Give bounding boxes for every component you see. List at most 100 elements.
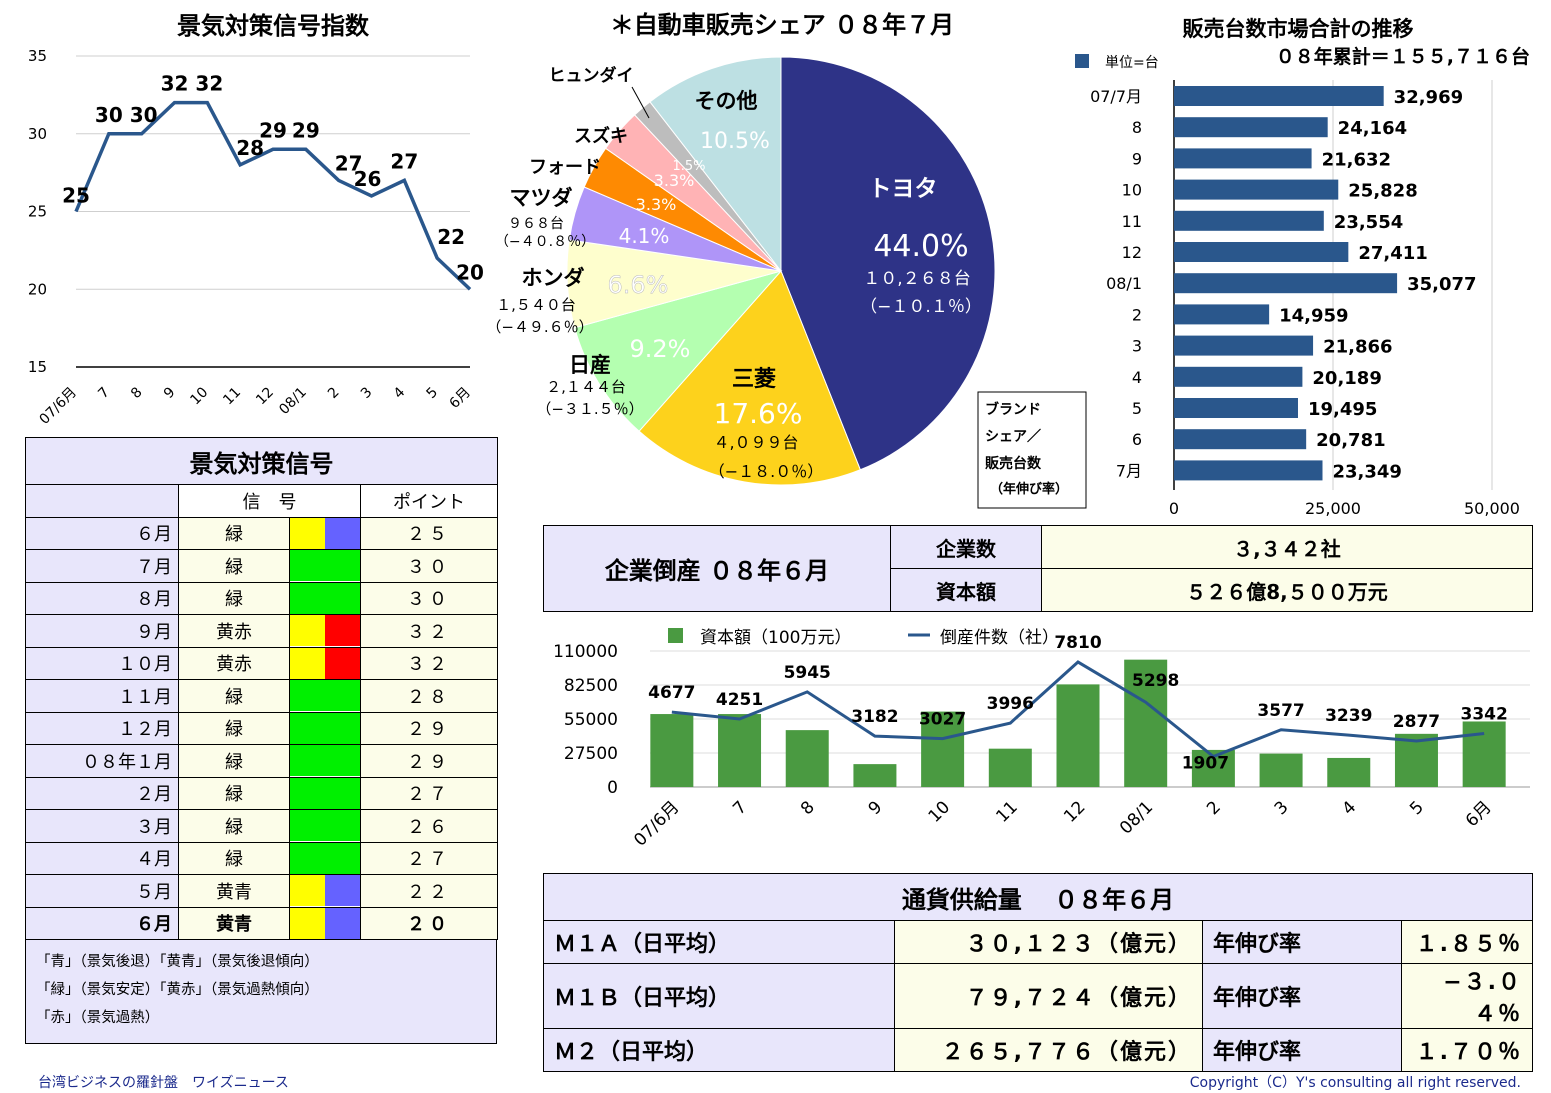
- signal-light-segment: [290, 777, 360, 809]
- signal-table-row: ０８年１月緑 ２９: [25, 744, 498, 778]
- signal-table-row: ８月緑 ３０: [25, 581, 498, 615]
- signal-point: ２２: [360, 874, 498, 908]
- pie-chart-title: ＊自動車販売シェア ０８年７月: [610, 11, 954, 39]
- sales-volume-bar-chart: 販売台数市場合計の推移 単位=台 ０８年累計＝１５５,７１６台 07/7月 8 9 1…: [1075, 17, 1530, 518]
- signal-light-segment: [290, 615, 325, 647]
- hbar-value-label: 32,969: [1394, 87, 1463, 108]
- signal-point: ２５: [360, 516, 498, 550]
- signal-name: 緑: [178, 581, 290, 615]
- pie-label-mitsubishi-pct: 17.6%: [714, 397, 803, 430]
- cb-count-label: 3182: [851, 707, 898, 727]
- lc-data-label: 29: [292, 118, 320, 142]
- signal-table-row: ６月 黄青 ２０: [25, 906, 498, 940]
- hbar-value-label: 21,632: [1322, 149, 1391, 170]
- pie-label-mazda-pct: 4.1%: [619, 224, 670, 248]
- lc-ytick: 15: [28, 358, 47, 376]
- hbar-category: 07/7月: [1090, 87, 1142, 106]
- signal-table-row: ５月 黄青 ２２: [25, 874, 498, 908]
- signal-point: ２７: [360, 841, 498, 875]
- hbar-value-label: 19,495: [1308, 399, 1377, 420]
- signal-table-row: ６月緑 ２５: [25, 516, 498, 550]
- signal-month: １０月: [25, 646, 179, 680]
- hbar-bar: [1174, 304, 1270, 325]
- cb-bar: [1462, 721, 1506, 787]
- signal-light: [289, 614, 361, 648]
- signal-legend-line1: 「青」（景気後退）「黄青」（景気後退傾向）: [36, 954, 319, 970]
- hbar-bar: [1174, 86, 1384, 106]
- pie-label-nissan-units: ２,１４４台: [546, 378, 626, 396]
- signal-light-segment: [290, 745, 360, 777]
- signal-legend-line2: 「緑」（景気安定）「黄赤」（景気過熱傾向）: [36, 982, 319, 998]
- lc-data-label: 27: [335, 151, 363, 175]
- signal-point: ２０: [360, 906, 498, 940]
- signal-name: 緑: [178, 809, 290, 843]
- hbar-legend-label: 単位=台: [1105, 55, 1159, 71]
- car-share-pie-chart: ＊自動車販売シェア ０８年７月 トヨタ 44.0% １０,２６８台 （−１０.１…: [490, 11, 1087, 509]
- money-supply-row: Ｍ１Ａ（日平均） ３０,１２３（億元） 年伸び率 １.８５％: [543, 920, 1533, 964]
- signal-point: ２９: [360, 744, 498, 778]
- cb-xtick: 07/6月: [630, 797, 683, 850]
- bankruptcy-label-companies: 企業数: [890, 525, 1042, 569]
- money-supply-value: ３０,１２３（億元）: [894, 920, 1203, 964]
- signal-table-header-signal: 信 号: [178, 484, 361, 518]
- pie-hyundai-leader: [631, 86, 650, 119]
- hbar-value-label: 20,781: [1316, 430, 1385, 451]
- cb-count-label: 1907: [1182, 753, 1229, 773]
- pie-label-hyundai-name: ヒュンダイ: [549, 65, 634, 86]
- money-supply-value: ２６５,７７６（億元）: [894, 1028, 1203, 1072]
- signal-light-segment: [290, 647, 325, 679]
- pie-label-honda-units: １,５４０台: [496, 296, 576, 314]
- cb-xtick: 4: [1339, 797, 1361, 819]
- money-supply-title: 通貨供給量 ０８年６月: [543, 873, 1533, 921]
- signal-light: [289, 744, 361, 778]
- signal-name: 緑: [178, 516, 290, 550]
- cb-ytick: 110000: [553, 642, 618, 662]
- signal-light: [289, 841, 361, 875]
- pie-label-honda-name: ホンダ: [522, 266, 585, 290]
- hbar-value-label: 23,349: [1332, 461, 1401, 482]
- cb-ytick: 0: [607, 778, 618, 798]
- pie-legend-note-line4: （年伸び率）: [990, 481, 1068, 497]
- pie-label-toyota-pct: 44.0%: [873, 229, 968, 264]
- signal-point: ２８: [360, 679, 498, 713]
- pie-legend-note-line1: ブランド: [985, 401, 1041, 418]
- lc-xtick: 6月: [446, 384, 474, 412]
- signal-light-segment: [290, 842, 360, 874]
- lc-data-label: 26: [354, 167, 382, 191]
- money-supply-row: Ｍ２（日平均） ２６５,７７６（億元） 年伸び率 １.７０％: [543, 1028, 1533, 1072]
- bankruptcy-table: 企業倒産 ０８年６月 企業数 ３,３４２社 資本額 ５２６億8,５００万元: [543, 525, 1533, 612]
- cb-ytick: 27500: [564, 744, 618, 764]
- signal-legend: 「青」（景気後退）「黄青」（景気後退傾向） 「緑」（景気安定）「黄赤」（景気過熱…: [25, 940, 497, 1044]
- signal-month: ６月: [25, 906, 179, 940]
- hbar-value-label: 23,554: [1334, 212, 1403, 233]
- cb-xtick: 5: [1406, 797, 1428, 819]
- signal-light-segment: [290, 517, 325, 549]
- signal-name: 黄青: [178, 906, 290, 940]
- signal-month: ４月: [25, 841, 179, 875]
- lc-xtick: 11: [220, 384, 244, 408]
- signal-table-row: ７月緑 ３０: [25, 549, 498, 583]
- lc-data-label: 20: [456, 260, 484, 284]
- cb-bar: [1394, 733, 1438, 787]
- hbar-value-label: 25,828: [1348, 181, 1417, 202]
- cb-count-label: 3996: [987, 694, 1034, 714]
- pie-label-nissan-name: 日産: [569, 353, 611, 377]
- hbar-bar: [1174, 210, 1324, 231]
- signal-month: ６月: [25, 516, 179, 550]
- signal-light: [289, 581, 361, 615]
- lc-xtick: 7: [95, 384, 113, 402]
- money-supply-value: ７９,７２４（億元）: [894, 963, 1203, 1029]
- hbar-category: 08/1: [1106, 274, 1142, 293]
- hbar-subtitle: ０８年累計＝１５５,７１６台: [1276, 45, 1530, 68]
- footer-right: Copyright（C）Y's consulting all right res…: [1189, 1075, 1521, 1091]
- cb-count-label: 5298: [1132, 671, 1179, 691]
- pie-label-honda-pct: 6.6%: [608, 271, 669, 299]
- cb-count-label: 3239: [1325, 706, 1372, 726]
- signal-light-segment: [325, 517, 360, 549]
- bankruptcy-count-line: [671, 660, 1485, 759]
- lc-ytick: 30: [28, 125, 47, 143]
- signal-month: ０８年１月: [25, 744, 179, 778]
- hbar-category: 11: [1122, 212, 1142, 231]
- hbar-category: 8: [1132, 118, 1142, 137]
- money-supply-label: Ｍ１Ｂ（日平均）: [543, 963, 895, 1029]
